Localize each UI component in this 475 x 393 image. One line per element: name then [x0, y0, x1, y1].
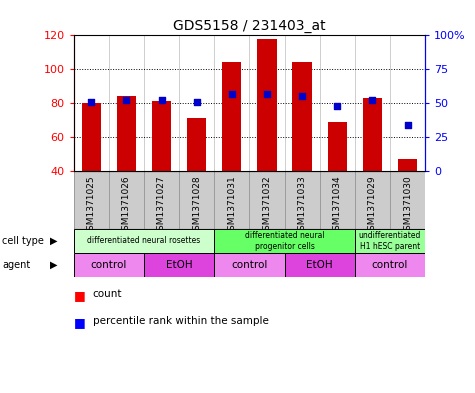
Text: percentile rank within the sample: percentile rank within the sample	[93, 316, 268, 326]
Bar	[222, 62, 241, 171]
Text: ▶: ▶	[50, 236, 57, 246]
Text: differentiated neural
progenitor cells: differentiated neural progenitor cells	[245, 231, 324, 250]
Text: EtOH: EtOH	[306, 260, 333, 270]
Bar	[144, 253, 214, 277]
Bar	[355, 229, 425, 253]
Text: GSM1371028: GSM1371028	[192, 175, 201, 236]
Bar	[187, 118, 206, 171]
Text: GSM1371025: GSM1371025	[87, 175, 95, 236]
Text: GSM1371031: GSM1371031	[228, 175, 236, 236]
Text: count: count	[93, 289, 122, 299]
Point	[123, 97, 130, 103]
Bar	[74, 253, 144, 277]
Text: GSM1371033: GSM1371033	[298, 175, 306, 236]
Text: GSM1371034: GSM1371034	[333, 175, 342, 236]
Point	[298, 93, 306, 99]
Bar	[363, 98, 382, 171]
Text: GSM1371030: GSM1371030	[403, 175, 412, 236]
Text: GSM1371026: GSM1371026	[122, 175, 131, 236]
Bar	[214, 253, 285, 277]
Point	[333, 103, 341, 109]
Text: EtOH: EtOH	[166, 260, 192, 270]
Text: GSM1371032: GSM1371032	[263, 175, 271, 236]
Bar	[82, 103, 101, 171]
Text: cell type: cell type	[2, 236, 44, 246]
Text: agent: agent	[2, 260, 30, 270]
Text: control: control	[91, 260, 127, 270]
Bar	[355, 253, 425, 277]
Point	[228, 90, 236, 97]
Bar	[328, 122, 347, 171]
Text: control: control	[372, 260, 408, 270]
Bar	[293, 62, 312, 171]
Text: ▶: ▶	[50, 260, 57, 270]
Point	[369, 97, 376, 103]
Text: control: control	[231, 260, 267, 270]
Point	[158, 97, 165, 103]
Point	[87, 99, 95, 105]
Text: GSM1371027: GSM1371027	[157, 175, 166, 236]
Text: differentiated neural rosettes: differentiated neural rosettes	[87, 236, 200, 245]
Bar	[74, 229, 214, 253]
Text: GSM1371029: GSM1371029	[368, 175, 377, 236]
Point	[404, 121, 411, 128]
Point	[263, 90, 271, 97]
Text: undifferentiated
H1 hESC parent: undifferentiated H1 hESC parent	[359, 231, 421, 250]
Bar	[117, 96, 136, 171]
Bar	[398, 159, 417, 171]
Bar	[257, 39, 276, 171]
Title: GDS5158 / 231403_at: GDS5158 / 231403_at	[173, 19, 326, 33]
Bar	[285, 253, 355, 277]
Point	[193, 99, 200, 105]
Bar	[152, 101, 171, 171]
Bar	[214, 229, 355, 253]
Text: ■: ■	[74, 289, 86, 302]
Text: ■: ■	[74, 316, 86, 329]
